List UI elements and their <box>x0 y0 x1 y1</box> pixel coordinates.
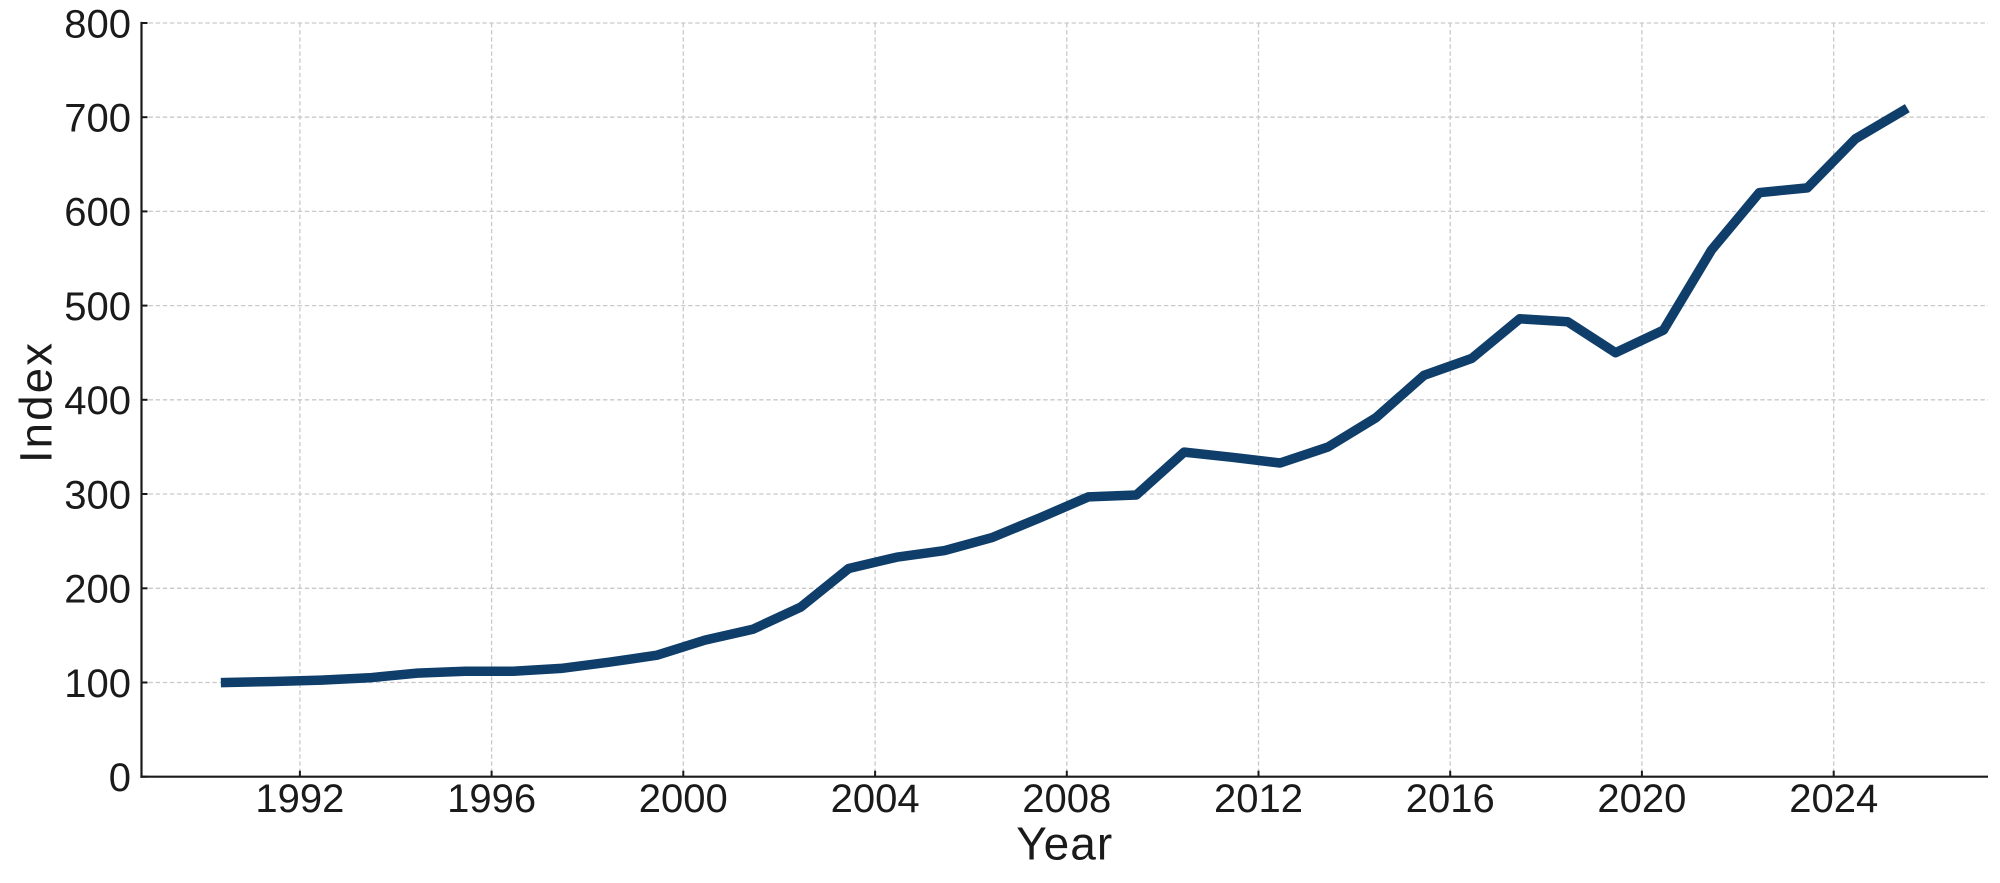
svg-text:2000: 2000 <box>639 777 728 821</box>
svg-text:500: 500 <box>64 285 131 329</box>
svg-text:Year: Year <box>1016 818 1113 870</box>
svg-text:2016: 2016 <box>1406 777 1495 821</box>
svg-text:2020: 2020 <box>1597 777 1686 821</box>
svg-text:100: 100 <box>64 662 131 706</box>
svg-text:2008: 2008 <box>1022 777 1111 821</box>
svg-text:2004: 2004 <box>831 777 920 821</box>
svg-text:0: 0 <box>109 756 131 800</box>
svg-text:800: 800 <box>64 2 131 46</box>
svg-text:Index: Index <box>11 341 62 463</box>
svg-text:600: 600 <box>64 191 131 235</box>
svg-text:300: 300 <box>64 473 131 517</box>
svg-text:700: 700 <box>64 97 131 141</box>
svg-text:2012: 2012 <box>1214 777 1303 821</box>
svg-text:400: 400 <box>64 379 131 423</box>
svg-text:200: 200 <box>64 568 131 612</box>
svg-text:1996: 1996 <box>447 777 536 821</box>
svg-text:1992: 1992 <box>255 777 344 821</box>
svg-text:2024: 2024 <box>1789 777 1878 821</box>
